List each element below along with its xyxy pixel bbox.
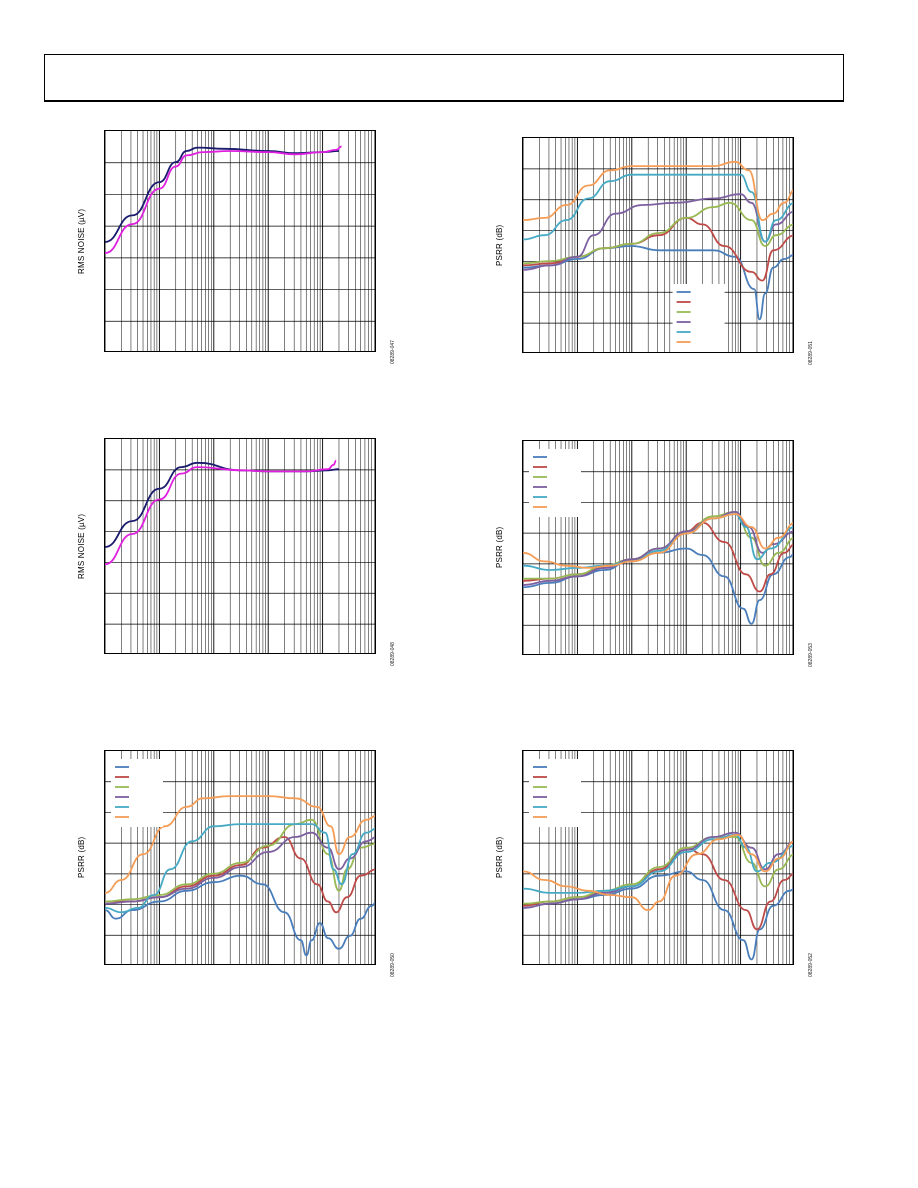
series-line-5: [523, 834, 793, 894]
legend: [529, 759, 581, 827]
series-line-5: [105, 823, 375, 914]
plot-area: [104, 750, 376, 965]
y-axis-label: PSRR (dB): [495, 836, 504, 879]
series-line-1: [105, 146, 339, 243]
series-line-1: [523, 870, 793, 961]
series-line-6: [523, 513, 793, 569]
grid: [105, 439, 375, 653]
plot-area: [104, 438, 376, 654]
plot-area: [104, 130, 376, 352]
grid: [105, 131, 375, 351]
y-axis-label: PSRR (dB): [495, 526, 504, 569]
plot-area: [522, 137, 794, 353]
y-axis-label: PSRR (dB): [77, 836, 86, 879]
series-line-2: [523, 846, 793, 931]
plot-area: [522, 440, 794, 655]
legend-background: [672, 284, 725, 352]
series-line-3: [523, 836, 793, 905]
chart-svg: [523, 441, 793, 654]
series-line-6: [523, 160, 793, 221]
series-line-3: [523, 201, 793, 265]
figure-id-label: 08289-048: [390, 642, 396, 666]
series-line-1: [105, 874, 375, 957]
plot-area: [522, 750, 794, 965]
series-line-5: [523, 513, 793, 571]
legend: [672, 284, 725, 352]
figure-id-label: 08289-050: [390, 953, 396, 977]
figure-id-label: 08289-047: [390, 340, 396, 364]
chart-svg: [105, 439, 375, 653]
legend: [529, 449, 581, 517]
page-header-box: [44, 54, 844, 102]
y-axis-label: RMS NOISE (µV): [77, 208, 86, 274]
y-axis-label: RMS NOISE (µV): [77, 513, 86, 579]
series-line-2: [105, 459, 337, 566]
legend: [111, 759, 163, 827]
grid: [523, 138, 793, 352]
figure-id-label: 08289-052: [808, 953, 814, 977]
legend-background: [529, 449, 581, 517]
legend-background: [111, 759, 163, 827]
chart-svg: [105, 751, 375, 964]
figure-id-label: 08289-051: [808, 341, 814, 365]
chart-svg: [105, 131, 375, 351]
series-line-1: [523, 245, 793, 321]
series-line-6: [105, 795, 375, 894]
chart-svg: [523, 138, 793, 352]
series-line-4: [523, 831, 793, 909]
series-line-4: [523, 511, 793, 586]
series-line-1: [105, 461, 339, 548]
figure-id-label: 08289-053: [808, 643, 814, 667]
series-line-2: [523, 217, 793, 282]
y-axis-label: PSRR (dB): [495, 224, 504, 266]
series-line-5: [523, 173, 793, 243]
series-line-3: [105, 818, 375, 903]
legend-background: [529, 759, 581, 827]
series-line-6: [523, 834, 793, 911]
chart-svg: [523, 751, 793, 964]
series-line-2: [105, 145, 342, 254]
